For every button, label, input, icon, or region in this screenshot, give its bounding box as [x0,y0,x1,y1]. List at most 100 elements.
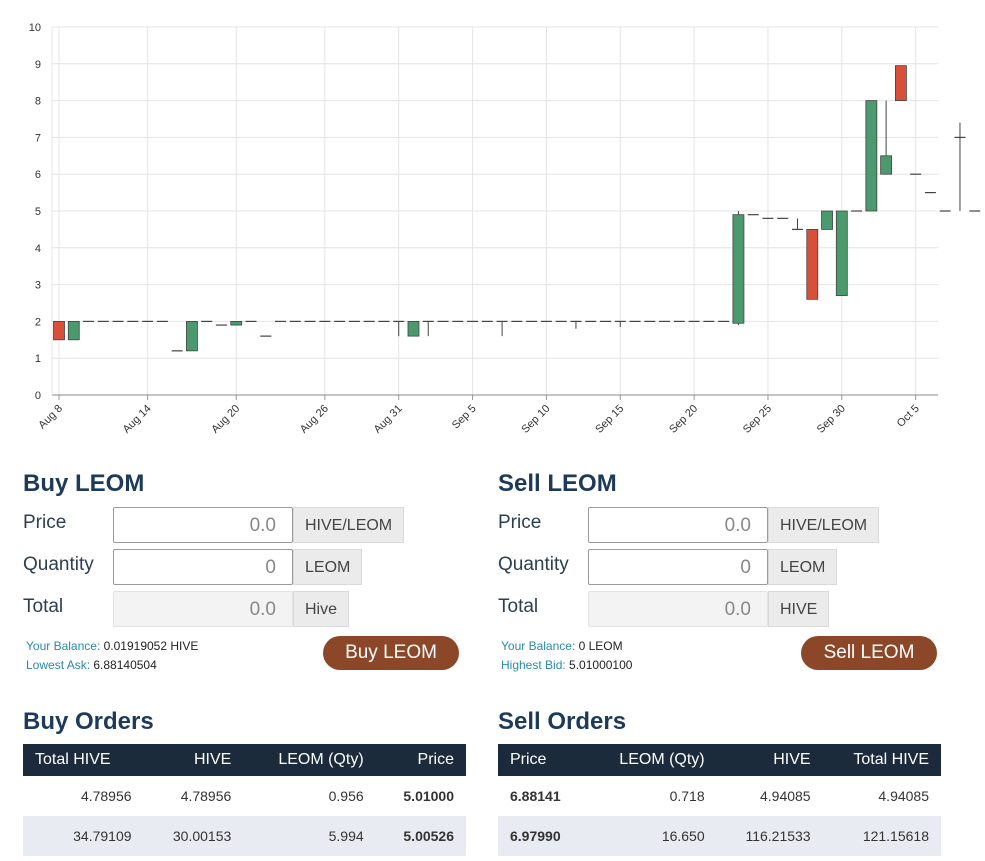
y-tick-label: 0 [35,390,41,402]
buy-orders-col-total-hive: Total HIVE [35,751,111,768]
buy-quantity-unit: LEOM [293,549,363,585]
sell-orders-title: Sell Orders [498,708,627,735]
cell-price: 5.01000 [403,788,454,804]
y-tick-label: 10 [29,22,41,34]
buy-balance-label: Your Balance: [26,639,101,653]
y-tick-label: 3 [35,280,41,292]
buy-orders-col-hive: HIVE [193,751,232,768]
table-row[interactable]: 4.78956 4.78956 0.956 5.01000 [23,776,466,816]
cell-total-hive: 4.94085 [878,788,929,804]
table-row[interactable]: 6.97990 16.650 116.21533 121.15618 [498,816,941,856]
sell-orders-col-qty: LEOM (Qty) [619,751,705,768]
buy-button[interactable]: Buy LEOM [323,636,459,670]
candle-body [806,228,819,300]
sell-price-unit: HIVE/LEOM [768,507,880,543]
x-tick-label: Sep 30 [815,403,848,436]
buy-price-input[interactable]: 0.0 [113,507,293,543]
sell-price-label: Price [498,512,542,533]
candle-body [835,210,848,297]
cell-hive: 30.00153 [172,828,232,844]
candle-body [407,320,420,337]
buy-orders-section: Buy Orders Total HIVE HIVE LEOM (Qty) Pr… [23,708,473,858]
sell-quantity-unit: LEOM [768,549,838,585]
sell-orders-col-total-hive: Total HIVE [853,751,929,768]
x-tick-label: Sep 20 [667,403,700,436]
highest-bid-value: 5.01000100 [569,658,633,672]
sell-quantity-input[interactable]: 0 [588,549,768,585]
sell-orders-col-hive: HIVE [773,751,811,768]
x-tick-label: Aug 14 [121,403,154,436]
candle-body [732,214,745,324]
table-row[interactable]: 6.88141 0.718 4.94085 4.94085 [498,776,941,816]
buy-orders-table: Total HIVE HIVE LEOM (Qty) Price 4.78956… [23,744,466,856]
x-tick-label: Sep 5 [450,403,479,432]
y-tick-label: 5 [35,206,41,218]
sell-button[interactable]: Sell LEOM [801,636,937,670]
lowest-ask-label: Lowest Ask: [26,658,91,672]
cell-price: 6.88141 [510,788,561,804]
cell-qty: 16.650 [661,828,705,844]
buy-quantity-input[interactable]: 0 [113,549,293,585]
x-tick-label: Aug 20 [209,403,242,436]
buy-title: Buy LEOM [23,470,145,497]
cell-hive: 4.94085 [759,788,811,804]
buy-total-field: 0.0 [113,591,293,627]
candle-body [230,320,243,326]
price-chart: 0 1 2 3 4 5 6 7 8 9 10 Aug 8 Aug 14 Aug 20 Aug 26 Aug 3… [29,22,981,436]
cell-price: 6.97990 [510,828,561,844]
x-tick-label: Aug 31 [372,403,405,436]
x-tick-label: Sep 15 [593,403,626,436]
sell-title: Sell LEOM [498,470,617,497]
buy-orders-title: Buy Orders [23,708,154,735]
candle-body [865,100,878,212]
sell-orders-section: Sell Orders Price LEOM (Qty) HIVE Total … [498,708,948,858]
x-tick-label: Oct 5 [895,403,922,430]
y-tick-label: 9 [35,59,41,71]
candle-body [880,155,893,175]
buy-orders-header-row: Total HIVE HIVE LEOM (Qty) Price [23,744,466,776]
sell-orders-header-row: Price LEOM (Qty) HIVE Total HIVE [498,744,941,776]
candle-body [67,320,80,341]
y-tick-label: 6 [35,169,41,181]
buy-total-label: Total [23,596,64,617]
sell-total-field: 0.0 [588,591,768,627]
highest-bid-label: Highest Bid: [501,658,566,672]
candle-body [894,65,907,101]
y-tick-label: 8 [35,96,41,108]
sell-orders-table: Price LEOM (Qty) HIVE Total HIVE 6.88141… [498,744,941,856]
sell-balance-label: Your Balance: [501,639,576,653]
y-tick-label: 2 [35,316,41,328]
candle-body [821,210,833,230]
x-tick-label: Aug 8 [36,403,65,432]
sell-balance: Your Balance: 0 LEOM [501,639,623,653]
buy-orders-col-price: Price [417,751,454,768]
cell-qty: 5.994 [328,828,364,844]
sell-panel: Sell LEOM Price 0.0 HIVE/LEOM Quantity 0… [498,470,948,680]
buy-orders-col-qty: LEOM (Qty) [278,751,364,768]
sell-quantity-label: Quantity [498,554,569,575]
x-tick-label: Sep 25 [741,403,774,436]
y-tick-label: 1 [35,353,41,365]
cell-total-hive: 4.78956 [80,788,132,804]
cell-qty: 0.956 [328,788,364,804]
buy-quantity-label: Quantity [23,554,94,575]
x-tick-label: Aug 26 [298,403,331,436]
cell-hive: 4.78956 [180,788,232,804]
lowest-ask: Lowest Ask: 6.88140504 [26,658,157,672]
lowest-ask-value: 6.88140504 [93,658,157,672]
buy-total-unit: Hive [293,591,350,627]
table-row[interactable]: 34.79109 30.00153 5.994 5.00526 [23,816,466,856]
buy-balance: Your Balance: 0.01919052 HIVE [26,639,198,653]
sell-price-input[interactable]: 0.0 [588,507,768,543]
cell-price: 5.00526 [403,828,454,844]
buy-price-unit: HIVE/LEOM [293,507,405,543]
cell-total-hive: 34.79109 [73,828,132,844]
candle-body [53,320,65,341]
x-tick-label: Sep 10 [519,403,552,436]
y-tick-label: 4 [35,243,41,255]
sell-balance-value: 0 LEOM [578,639,623,653]
sell-orders-col-price: Price [510,751,547,768]
cell-hive: 116.21533 [745,828,811,844]
buy-panel: Buy LEOM Price 0.0 HIVE/LEOM Quantity 0 … [23,470,473,680]
sell-total-unit: HIVE [768,591,830,627]
